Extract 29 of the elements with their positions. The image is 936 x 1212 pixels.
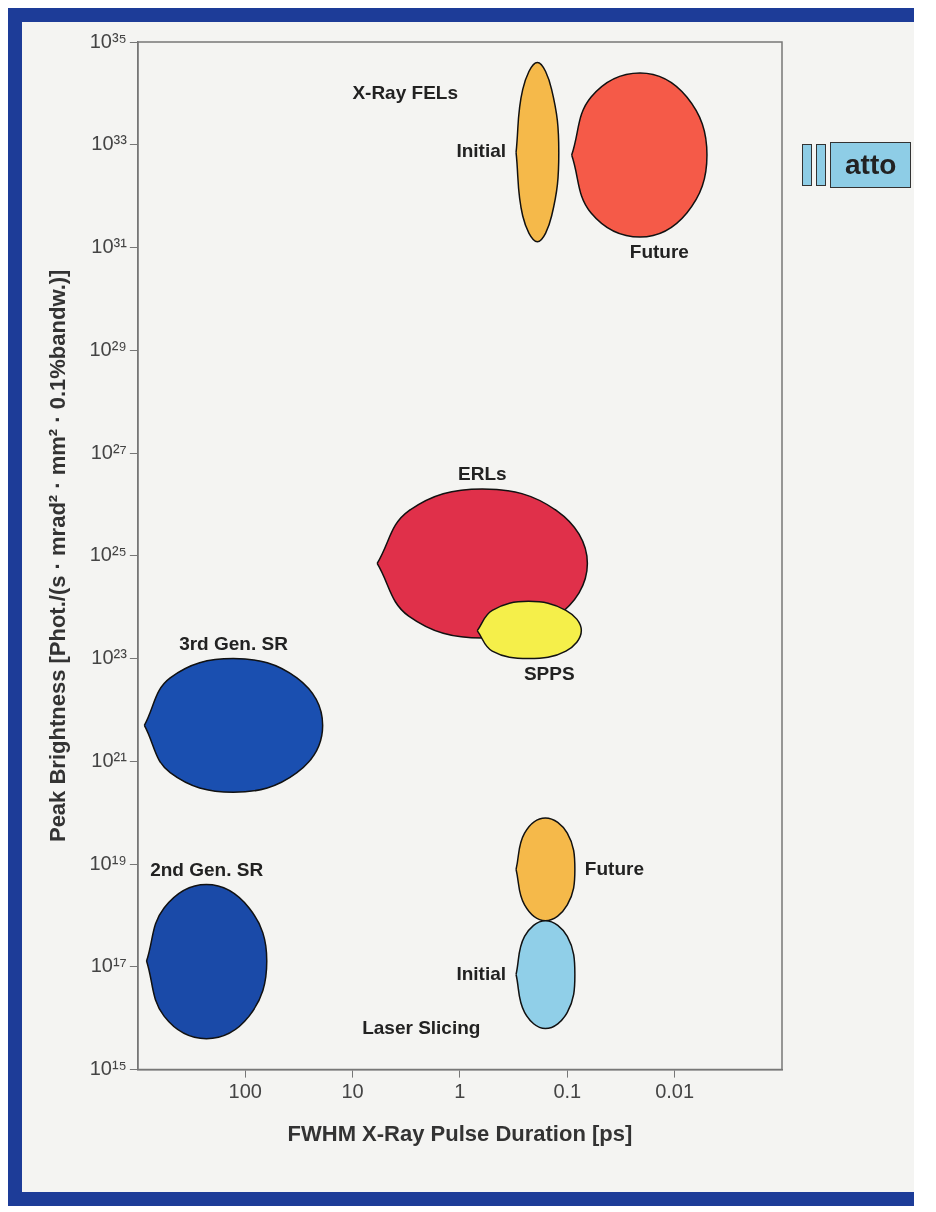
annotation: Laser Slicing	[362, 1016, 481, 1038]
y-tick-label: 10¹⁹	[89, 851, 127, 874]
x-tick-label: 0.1	[553, 1080, 582, 1103]
y-tick-label: 10³¹	[91, 235, 128, 258]
annotation: X-Ray FELs	[352, 81, 458, 103]
series-label: 2nd Gen. SR	[150, 858, 264, 880]
x-tick-label: 100	[228, 1080, 262, 1103]
series-label: SPPS	[523, 662, 575, 684]
y-axis-title: Peak Brightness [Phot./(s · mrad² · mm² · 0.1%bandw.)]	[45, 269, 71, 843]
y-tick-label: 10²³	[91, 646, 128, 669]
series-label: Initial	[456, 962, 507, 984]
y-tick-label: 10³³	[91, 132, 128, 155]
x-tick-label: 0.01	[655, 1080, 695, 1103]
series-label: ERLs	[457, 463, 507, 485]
y-tick-label: 10³⁵	[89, 29, 127, 52]
y-tick-label: 10²¹	[91, 748, 128, 771]
x-tick-label: 1	[454, 1080, 466, 1103]
series-label: Future	[584, 857, 644, 879]
series-label: Future	[629, 241, 689, 263]
x-tick-label: 10	[341, 1080, 364, 1103]
y-tick-label: 10²⁷	[90, 440, 127, 463]
series-label: 3rd Gen. SR	[179, 632, 289, 654]
y-tick-label: 10²⁹	[89, 337, 127, 360]
y-tick-label: 10¹⁷	[90, 954, 127, 977]
y-tick-label: 10¹⁵	[89, 1057, 127, 1080]
y-tick-label: 10²⁵	[89, 543, 127, 566]
x-axis-title: FWHM X-Ray Pulse Duration [ps]	[287, 1120, 633, 1146]
text: atto	[830, 142, 912, 188]
series-label: Initial	[456, 140, 507, 162]
